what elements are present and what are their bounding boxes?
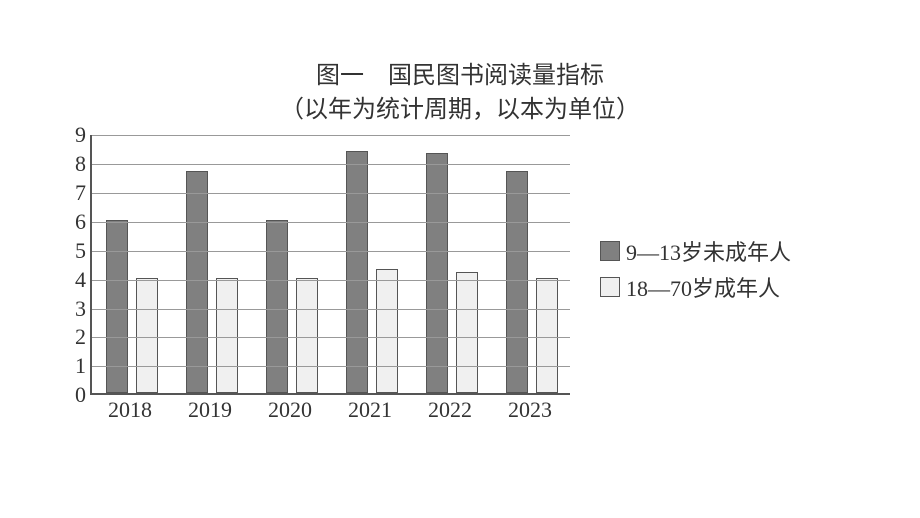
bar <box>216 278 238 394</box>
chart-title-line1: 图一 国民图书阅读量指标 <box>60 60 860 94</box>
x-tick-label: 2023 <box>508 397 552 423</box>
x-tick-label: 2018 <box>108 397 152 423</box>
grid-line <box>92 309 570 310</box>
bar <box>506 171 528 393</box>
y-axis: 0123456789 <box>60 135 90 395</box>
grid-line <box>92 251 570 252</box>
bar <box>456 272 478 393</box>
x-tick-label: 2022 <box>428 397 472 423</box>
bar <box>296 278 318 394</box>
chart-title-line2: （以年为统计周期，以本为单位） <box>60 94 860 128</box>
legend-item-series-b: 18—70岁成年人 <box>600 271 791 303</box>
legend-item-series-a: 9—13岁未成年人 <box>600 235 791 267</box>
chart-title-block: 图一 国民图书阅读量指标 （以年为统计周期，以本为单位） <box>60 60 860 127</box>
bar <box>376 269 398 393</box>
x-tick-label: 2021 <box>348 397 392 423</box>
x-axis-labels: 2018 2019 2020 2021 2022 2023 <box>90 397 570 427</box>
y-tick-label: 6 <box>75 209 86 235</box>
grid-line <box>92 222 570 223</box>
legend-swatch-icon <box>600 241 620 261</box>
y-tick-label: 7 <box>75 180 86 206</box>
plot-wrap: 0123456789 201820192020202120222023 9—13… <box>60 135 860 435</box>
plot-area <box>90 135 570 395</box>
y-tick-label: 4 <box>75 267 86 293</box>
y-tick-label: 2 <box>75 324 86 350</box>
x-tick-label: 2020 <box>268 397 312 423</box>
grid-line <box>92 366 570 367</box>
bar <box>186 171 208 393</box>
bar <box>136 278 158 394</box>
bar <box>426 153 448 393</box>
x-tick-label: 2019 <box>188 397 232 423</box>
grid-line <box>92 164 570 165</box>
y-tick-label: 9 <box>75 122 86 148</box>
y-tick-label: 0 <box>75 382 86 408</box>
bar <box>536 278 558 394</box>
grid-line <box>92 280 570 281</box>
grid-line <box>92 337 570 338</box>
y-tick-label: 5 <box>75 238 86 264</box>
grid-line <box>92 135 570 136</box>
legend-label-series-a: 9—13岁未成年人 <box>626 235 791 267</box>
y-tick-label: 8 <box>75 151 86 177</box>
y-tick-label: 3 <box>75 296 86 322</box>
legend: 9—13岁未成年人 18—70岁成年人 <box>600 235 791 307</box>
legend-swatch-icon <box>600 277 620 297</box>
bars-layer <box>92 135 570 393</box>
chart-container: 图一 国民图书阅读量指标 （以年为统计周期，以本为单位） 0123456789 … <box>60 60 860 460</box>
bar <box>346 151 368 394</box>
y-tick-label: 1 <box>75 353 86 379</box>
legend-label-series-b: 18—70岁成年人 <box>626 271 780 303</box>
grid-line <box>92 193 570 194</box>
